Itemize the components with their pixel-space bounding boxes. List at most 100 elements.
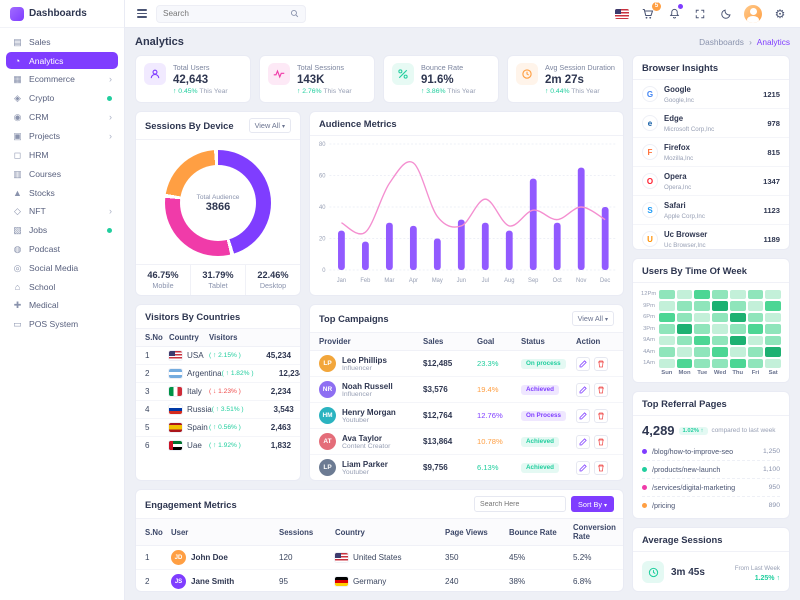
language-flag-icon[interactable] (614, 6, 630, 22)
browser-row-firefox: F Firefox Mozilla,Inc 815 (633, 138, 789, 167)
breadcrumb-root[interactable]: Dashboards (699, 37, 744, 47)
heatmap-cell (729, 289, 746, 300)
visitor-row-uae: 6 Uae( ↑ 1.92% ) 1,832 (145, 441, 291, 450)
svg-text:Jun: Jun (457, 278, 466, 284)
svg-text:Oct: Oct (553, 278, 562, 284)
heatmap-cell (765, 289, 782, 300)
brand[interactable]: Dashboards (0, 0, 124, 28)
campaigns-title: Top Campaigns (319, 313, 389, 324)
sidebar-item-crm[interactable]: ◉ CRM › (13, 111, 112, 123)
campaigns-view-all-button[interactable]: View All ▾ (571, 311, 614, 326)
heatmap-row: 12Pm (641, 289, 782, 300)
svg-text:Sep: Sep (528, 278, 539, 284)
heatmap-cell (765, 312, 782, 323)
calendar-clock-icon (642, 561, 664, 584)
heatmap-cell (729, 347, 746, 357)
page-content: Analytics Dashboards › Analytics Total U… (125, 28, 800, 600)
heatmap-cell (694, 301, 711, 311)
edit-icon[interactable] (576, 382, 590, 397)
browser-row-opera: O Opera Opera,Inc 1347 (633, 167, 789, 196)
edit-icon[interactable] (576, 356, 590, 371)
sidebar-item-analytics[interactable]: ◔ Analytics (6, 52, 118, 69)
notifications-bell-icon[interactable] (666, 3, 683, 22)
svg-text:Aug: Aug (504, 278, 514, 284)
sidebar: Dashboards ▤ Sales ◔ Analytics ▦ Ecommerce › ◈ C… (0, 0, 125, 600)
sessions-by-device-view-all-button[interactable]: View All ▾ (248, 118, 291, 133)
svg-text:60: 60 (319, 173, 326, 179)
heatmap-cell (747, 312, 764, 323)
heatmap-cell (712, 301, 728, 311)
sidebar-item-jobs[interactable]: ▧ Jobs (6, 221, 118, 239)
sidebar-item-courses[interactable]: ▥ Courses (13, 168, 61, 180)
projects-icon: ▣ (13, 130, 22, 141)
avatar: NR (319, 381, 336, 398)
svg-text:May: May (432, 278, 443, 284)
global-search[interactable] (156, 4, 306, 23)
left-column: Total Users 42,643 ↑ 0.45% This Year Total … (135, 55, 624, 592)
nft-icon: ◇ (14, 205, 21, 216)
heatmap-row: 4Am (641, 347, 782, 357)
app-logo-icon (10, 6, 24, 21)
sidebar-item-medical[interactable]: ✚ Medical (13, 299, 59, 311)
audience-metrics-title: Audience Metrics (319, 118, 397, 129)
cart-icon[interactable]: 5 (640, 1, 661, 22)
delete-icon[interactable] (594, 460, 608, 475)
card-average-sessions: Average Sessions 3m 45s From Last Week 1… (632, 527, 790, 592)
uc-browser-browser-icon: U (642, 231, 658, 247)
topbar: 5 ⚙ (125, 0, 800, 28)
svg-text:Apr: Apr (409, 278, 418, 284)
heatmap-cell (659, 301, 675, 311)
heatmap-cell (694, 312, 711, 323)
sidebar-item-projects[interactable]: ▣ Projects › (13, 130, 112, 142)
sessions-by-device-title: Sessions By Device (145, 120, 234, 131)
engagement-search-input[interactable] (474, 496, 567, 512)
edit-icon[interactable] (576, 460, 590, 475)
fullscreen-icon[interactable] (692, 6, 708, 22)
sort-by-button[interactable]: Sort By ▾ (571, 496, 614, 512)
heatmap-cell (676, 324, 693, 334)
stat-card-bounce-rate: Bounce Rate 91.6% ↑ 3.86% This Year (382, 55, 499, 103)
medical-icon: ✚ (13, 299, 22, 310)
card-browser-insights: Browser Insights G Google Google,Inc 1215 e E… (632, 55, 790, 250)
svg-text:Dec: Dec (600, 278, 610, 284)
dark-mode-moon-icon[interactable] (718, 6, 734, 22)
sidebar-item-stocks[interactable]: ▲ Stocks (13, 187, 55, 198)
chevron-right-icon: › (109, 205, 112, 216)
brand-title: Dashboards (29, 8, 87, 19)
browser-insights-title: Browser Insights (642, 62, 719, 73)
sidebar-item-crypto[interactable]: ◈ Crypto (6, 89, 118, 107)
bullet-dot-icon (642, 503, 647, 509)
delete-icon[interactable] (594, 408, 608, 423)
delete-icon[interactable] (594, 356, 608, 371)
search-input[interactable] (163, 9, 286, 18)
heatmap-cell (747, 358, 764, 369)
heatmap-cell (747, 347, 764, 357)
sidebar-item-pos-system[interactable]: ▭ POS System (13, 318, 79, 330)
edit-icon[interactable] (576, 434, 590, 449)
delete-icon[interactable] (594, 434, 608, 449)
google-browser-icon: G (642, 86, 658, 102)
heatmap-cell (676, 347, 693, 357)
users-by-time-title: Users By Time Of Week (642, 264, 747, 276)
referral-note: compared to last week (711, 427, 776, 435)
sidebar-item-school[interactable]: ⌂ School (6, 278, 118, 295)
safari-browser-icon: S (642, 202, 658, 218)
sidebar-item-nft[interactable]: ◇ NFT › (6, 202, 118, 220)
sidebar-item-podcast[interactable]: ◍ Podcast (13, 243, 61, 255)
sidebar-item-ecommerce[interactable]: ▦ Ecommerce › (13, 73, 112, 85)
sidebar-item-sales[interactable]: ▤ Sales (13, 36, 51, 48)
sidebar-item-social-media[interactable]: ◎ Social Media (13, 262, 79, 274)
sidebar-item-hrm[interactable]: ◻ HRM (13, 149, 49, 161)
edit-icon[interactable] (576, 408, 590, 423)
settings-gear-icon[interactable]: ⚙ (774, 6, 786, 21)
delete-icon[interactable] (594, 382, 608, 397)
user-avatar[interactable] (744, 4, 762, 23)
page-header: Analytics Dashboards › Analytics (135, 36, 790, 48)
menu-toggle-icon[interactable] (137, 9, 147, 18)
topbar-actions: 5 ⚙ (614, 1, 788, 23)
referral-row: /pricing 890 (642, 497, 780, 514)
campaign-row-noah-russell: NR Noah Russell Influencer $3,576 19.4% Achie… (310, 377, 623, 403)
heatmap-cell (729, 312, 746, 323)
breadcrumb: Dashboards › Analytics (699, 37, 790, 47)
